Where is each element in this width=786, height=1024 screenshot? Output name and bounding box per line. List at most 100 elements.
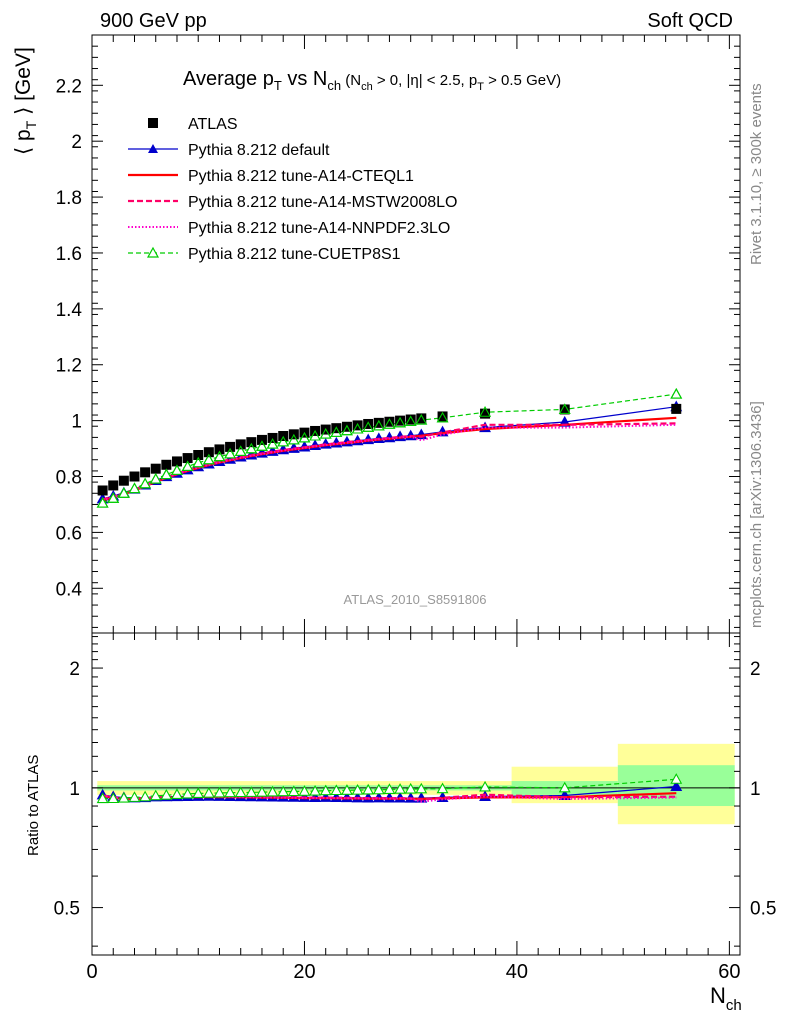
- y-tick-label: 2.2: [56, 76, 82, 97]
- legend-entry-atlas: ATLAS: [148, 116, 238, 133]
- data-point-atlas: [108, 480, 119, 491]
- y-tick-label: 1.2: [56, 356, 82, 377]
- legend-marker-default: [148, 144, 158, 153]
- data-point-atlas: [352, 420, 363, 431]
- ratio-marker-cuetp8s1: [256, 786, 268, 797]
- ratio-y-tick-label: 0.5: [54, 899, 80, 920]
- ratio-marker-cuetp8s1: [149, 789, 162, 801]
- ratio-marker-cuetp8s1: [202, 787, 215, 798]
- main-marker-cuetp8s1-overlay: [558, 403, 571, 414]
- data-point-atlas: [235, 439, 246, 450]
- main-marker-cuetp8s1: [670, 387, 683, 399]
- data-point-atlas: [559, 404, 570, 415]
- legend-label-default: Pythia 8.212 default: [188, 142, 330, 159]
- legend-entry-mstw: Pythia 8.212 tune-A14-MSTW2008LO: [128, 194, 457, 211]
- ratio-marker-cuetp8s1: [128, 791, 141, 802]
- data-point-atlas: [118, 475, 129, 486]
- ratio-y-axis-label: Ratio to ATLAS: [25, 755, 42, 856]
- x-axis-label: Nch: [710, 983, 742, 1014]
- ratio-marker-cuetp8s1: [394, 783, 407, 794]
- legend-label-mstw: Pythia 8.212 tune-A14-MSTW2008LO: [188, 194, 457, 211]
- ratio-marker-cuetp8s1: [362, 783, 375, 795]
- data-point-atlas: [480, 408, 491, 419]
- data-point-atlas: [267, 432, 278, 443]
- main-line-cuetp8s1: [102, 393, 677, 504]
- data-point-atlas: [416, 413, 427, 424]
- rivet-version-text: Rivet 3.1.10, ≥ 300k events: [748, 83, 765, 265]
- main-marker-cuetp8s1-overlay: [192, 456, 205, 468]
- ratio-marker-cuetp8s1: [181, 787, 194, 799]
- ratio-marker-cuetp8s1: [234, 786, 247, 798]
- main-marker-cuetp8s1-overlay: [309, 429, 322, 441]
- ratio-series-layer: [96, 773, 683, 804]
- legend-marker-atlas: [148, 118, 158, 128]
- data-point-atlas: [203, 447, 214, 458]
- main-marker-cuetp8s1-overlay: [341, 424, 353, 436]
- ratio-marker-cuetp8s1: [436, 782, 449, 794]
- y-tick-label: 1.8: [56, 188, 82, 209]
- ratio-uncertainty-bands: [92, 743, 740, 825]
- data-point-atlas: [214, 444, 225, 455]
- header-right: Soft QCD: [647, 10, 733, 32]
- ratio-marker-default: [670, 780, 683, 792]
- y-tick-label: 1.4: [56, 300, 83, 321]
- main-marker-cuetp8s1-overlay: [96, 496, 109, 508]
- ratio-marker-cuetp8s1: [309, 784, 322, 796]
- main-marker-cuetp8s1: [160, 468, 173, 480]
- header-left: 900 GeV pp: [100, 10, 207, 32]
- ratio-marker-cuetp8s1: [341, 784, 353, 795]
- legend-label-nnpdf: Pythia 8.212 tune-A14-NNPDF2.3LO: [188, 220, 450, 237]
- data-point-atlas: [193, 449, 204, 460]
- legend-entry-cuetp8s1: Pythia 8.212 tune-CUETP8S1: [128, 246, 401, 263]
- mcplots-citation-text: mcplots.cern.ch [arXiv:1306.3436]: [748, 401, 765, 628]
- ratio-y-tick-label: 2: [69, 659, 80, 680]
- data-point-atlas: [373, 417, 384, 428]
- main-marker-cuetp8s1-overlay: [330, 426, 343, 437]
- data-point-atlas: [150, 463, 161, 474]
- legend-label-cteql1: Pythia 8.212 tune-A14-CTEQL1: [188, 168, 414, 185]
- legend-entry-default: Pythia 8.212 default: [128, 142, 330, 159]
- y-tick-label: 2: [71, 132, 82, 153]
- data-point-atlas: [171, 456, 182, 467]
- ratio-marker-cuetp8s1: [160, 789, 173, 800]
- main-marker-cuetp8s1-overlay: [277, 435, 290, 447]
- main-marker-cuetp8s1-overlay: [436, 411, 449, 423]
- main-marker-cuetp8s1-overlay: [224, 447, 237, 459]
- data-point-atlas: [437, 411, 448, 422]
- x-tick-label: 20: [293, 961, 315, 983]
- legend-label-atlas: ATLAS: [188, 116, 238, 133]
- y-tick-label: 0.4: [56, 579, 83, 600]
- ratio-y-tick-label-right: 2: [750, 659, 761, 680]
- ratio-marker-cuetp8s1: [558, 781, 571, 793]
- ratio-marker-cuetp8s1: [298, 785, 311, 796]
- ratio-marker-cuetp8s1: [139, 790, 152, 802]
- ratio-marker-cuetp8s1: [351, 783, 364, 795]
- main-axis-ticks: 0.4 0.6 0.8 1 1.2 1.4 1.6 1.8 2 2.2: [56, 35, 740, 633]
- data-point-atlas: [363, 418, 374, 429]
- data-point-atlas: [256, 434, 267, 445]
- main-marker-cuetp8s1-overlay: [117, 487, 130, 498]
- ratio-y-tick-label: 1: [69, 779, 80, 800]
- data-point-atlas: [395, 415, 406, 426]
- ratio-marker-cuetp8s1: [245, 786, 258, 797]
- ratio-marker-cuetp8s1: [266, 785, 279, 797]
- ratio-marker-cuetp8s1: [107, 792, 120, 804]
- main-marker-cuetp8s1-overlay: [670, 387, 683, 399]
- ratio-marker-cuetp8s1: [213, 786, 226, 798]
- ratio-marker-cuetp8s1: [287, 785, 300, 797]
- main-marker-cuetp8s1-overlay: [245, 442, 258, 454]
- y-tick-label: 1.6: [56, 244, 82, 265]
- main-marker-cuetp8s1-overlay: [202, 453, 215, 465]
- y-tick-label: 0.8: [56, 468, 82, 489]
- main-marker-cuetp8s1-overlay: [362, 421, 375, 432]
- ratio-marker-cuetp8s1: [670, 773, 683, 784]
- main-marker-cuetp8s1-overlay: [415, 413, 428, 425]
- main-marker-cuetp8s1-overlay: [107, 492, 120, 503]
- ratio-marker-cuetp8s1: [224, 786, 237, 798]
- ratio-y-tick-label-right: 1: [750, 779, 761, 800]
- data-point-atlas: [182, 453, 193, 464]
- main-marker-cuetp8s1-overlay: [234, 445, 247, 456]
- data-point-atlas: [140, 467, 151, 478]
- main-series-layer: [96, 387, 683, 508]
